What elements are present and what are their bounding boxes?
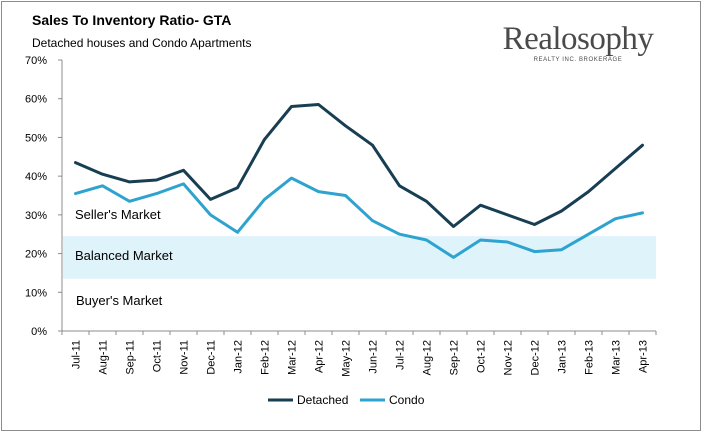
series-line-detached — [74, 103, 644, 228]
x-tick-label: Nov-11 — [179, 340, 191, 375]
x-tick-label: Aug-11 — [98, 340, 110, 375]
x-tick-label: Oct-11 — [152, 340, 164, 372]
chart-subtitle: Detached houses and Condo Apartments — [32, 36, 252, 50]
band-label-balanced-market: Balanced Market — [75, 248, 173, 263]
y-tick-label: 10% — [25, 287, 47, 299]
x-tick-label: Feb-13 — [584, 340, 596, 375]
x-tick-label: Jun-12 — [368, 340, 380, 374]
y-tick-label: 20% — [25, 249, 47, 261]
legend-label-detached: Detached — [297, 393, 348, 407]
y-tick-label: 60% — [25, 94, 47, 106]
x-tick-label: Oct-12 — [476, 340, 488, 373]
x-tick-label: Mar-13 — [611, 340, 623, 375]
y-tick-label: 70% — [25, 55, 47, 67]
x-tick-label: Jan-12 — [233, 340, 245, 374]
y-tick-label: 0% — [31, 326, 47, 338]
x-tick-label: Nov-12 — [503, 340, 515, 375]
x-tick-label: May-12 — [341, 340, 353, 377]
x-tick-label: Feb-12 — [260, 340, 272, 375]
x-tick-label: Dec-11 — [206, 340, 218, 375]
x-tick-label: Jul-11 — [71, 340, 83, 369]
x-tick-label: Sep-12 — [449, 340, 461, 375]
series-line-condo — [74, 176, 644, 259]
band-label-buyer-s-market: Buyer's Market — [76, 293, 163, 308]
balanced-market-band — [63, 236, 656, 279]
x-tick-label: Jul-12 — [395, 340, 407, 370]
x-tick-label: Apr-13 — [638, 340, 650, 373]
x-tick-label: Jan-13 — [557, 340, 569, 374]
y-tick-label: 40% — [25, 171, 47, 183]
logo-wordmark: Realosophy — [502, 21, 654, 57]
x-tick-label: Dec-12 — [530, 340, 542, 375]
brand-logo: Realosophy REALTY INC. BROKERAGE — [498, 22, 658, 63]
y-tick-label: 50% — [25, 132, 47, 144]
y-tick-label: 30% — [25, 210, 47, 222]
chart-title: Sales To Inventory Ratio- GTA — [32, 12, 232, 28]
x-tick-label: Sep-11 — [125, 340, 137, 375]
x-tick-label: Aug-12 — [422, 340, 434, 375]
logo-tagline: REALTY INC. BROKERAGE — [533, 57, 623, 63]
legend-label-condo: Condo — [389, 393, 425, 407]
x-tick-label: Mar-12 — [287, 340, 299, 375]
x-tick-label: Apr-12 — [314, 340, 326, 373]
band-label-seller-s-market: Seller's Market — [75, 207, 161, 222]
